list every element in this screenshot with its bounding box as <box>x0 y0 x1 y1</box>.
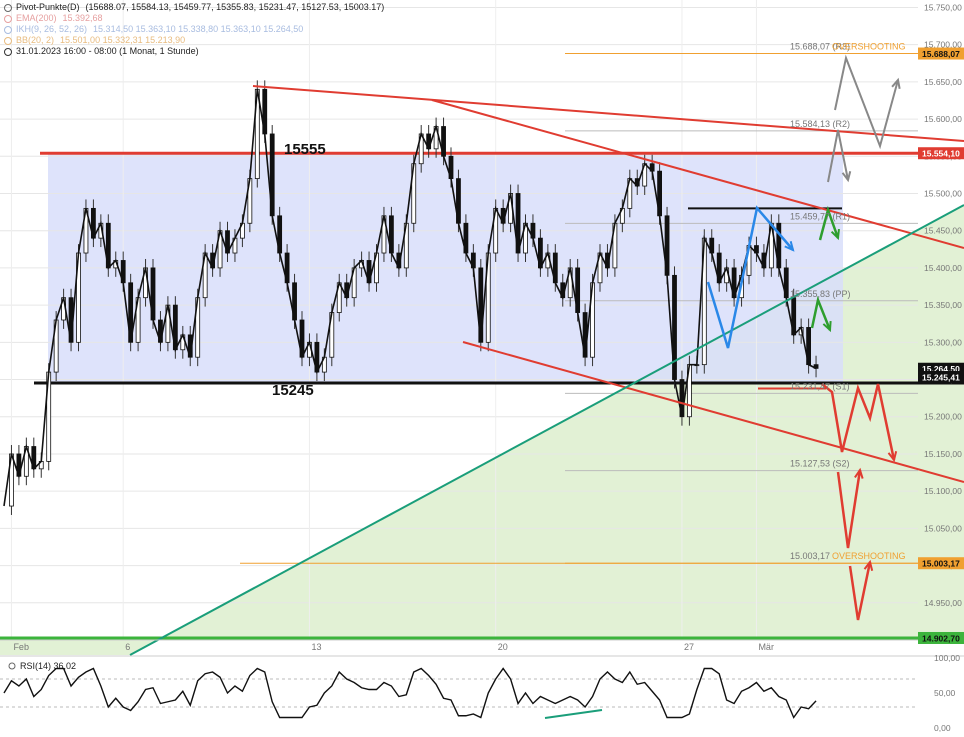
overshooting-label-s3: OVERSHOOTING <box>832 551 906 561</box>
y-tick-label: 15.750,00 <box>924 2 962 12</box>
x-tick-label: Feb <box>13 642 29 652</box>
legend-period-text: 31.01.2023 16:00 - 08:00 (1 Monat, 1 Stu… <box>16 46 199 56</box>
red-arrow-middle <box>836 469 862 549</box>
legend-pivot-values: (15688.07, 15584.13, 15459.77, 15355.83,… <box>85 2 385 12</box>
upper-trendline <box>252 85 964 142</box>
red-arrow-middle-head <box>854 467 864 479</box>
x-tick-label: 20 <box>498 642 508 652</box>
y-tick-label: 15.350,00 <box>924 300 962 310</box>
y-tick-label: 15.300,00 <box>924 337 962 347</box>
legend-ema-label: EMA(200) <box>16 13 57 23</box>
legend-pivot-label: Pivot-Punkte(D) <box>16 2 80 12</box>
pivot-label-s3: 15.003,17 <box>790 551 830 561</box>
legend-dot-icon <box>4 14 12 23</box>
legend-ema-values: 15.392,68 <box>62 13 103 23</box>
descending-trendline <box>431 99 964 249</box>
legend-dot-icon <box>4 36 12 45</box>
legend-dot-icon <box>4 25 12 34</box>
legend-dot-icon <box>4 3 12 12</box>
axis-tag-last: 15.264,50 <box>922 364 960 374</box>
y-tick-label: 15.500,00 <box>924 188 962 198</box>
axis-tag-support-bg <box>918 370 964 383</box>
uptrend-area <box>0 205 964 655</box>
legend-bb-label: BB(20, 2) <box>16 35 55 45</box>
y-tick-label: 15.450,00 <box>924 226 962 236</box>
axis-tag-s3: 15.003,17 <box>922 559 960 569</box>
y-tick-label: 15.400,00 <box>924 263 962 273</box>
price-line <box>3 89 817 507</box>
y-tick-label: 14.950,00 <box>924 598 962 608</box>
pivot-label-s1: 15.231,47 (S1) <box>790 381 850 391</box>
red-arrow-lower-head <box>863 559 874 571</box>
rsi-tick-label: 50,00 <box>934 688 956 698</box>
rsi-tick-label: 0,00 <box>934 723 951 732</box>
blue-pattern-arrow <box>706 205 794 349</box>
rsi-label: RSI(14) 36,02 <box>20 661 76 671</box>
x-tick-label: 27 <box>684 642 694 652</box>
rsi-tick-label: 100,00 <box>934 653 960 663</box>
green-arrow-upper-head <box>830 228 840 241</box>
legend-ikh-values: 15.314,50 15.363,10 15.338,80 15.363,10 … <box>93 24 304 34</box>
axis-tag-r3: 15.688,07 <box>922 49 960 59</box>
y-tick-label: 15.650,00 <box>924 77 962 87</box>
pivot-label-r3: 15.688,07 (R3) <box>790 42 850 52</box>
rsi-line <box>3 667 817 719</box>
axis-tag-r3-bg <box>918 47 964 60</box>
pivot-label-r2: 15.584,13 (R2) <box>790 119 850 129</box>
axis-tag-support: 15.245,41 <box>922 372 960 382</box>
legend-bb-values: 15.501,00 15.332,31 15.213,90 <box>60 35 186 45</box>
y-tick-label: 15.050,00 <box>924 523 962 533</box>
blue-pattern-arrow-head <box>784 241 795 252</box>
legend-pivot[interactable]: Pivot-Punkte(D) (15688.07, 15584.13, 154… <box>4 2 384 13</box>
y-tick-label: 15.100,00 <box>924 486 962 496</box>
green-arrow-lower <box>810 295 832 331</box>
overshooting-label-r3: OVERSHOOTING <box>832 42 906 52</box>
red-arrow-lower <box>848 561 872 621</box>
red-arrow-upper <box>821 383 896 461</box>
green-arrow-upper <box>818 205 840 241</box>
x-tick-label: Mär <box>758 642 774 652</box>
resistance-label: 15555 <box>284 141 326 158</box>
gray-arrow-lower-head <box>841 171 852 183</box>
legend-ikh[interactable]: IKH(9, 26, 52, 26) 15.314,50 15.363,10 1… <box>4 24 384 35</box>
pivot-label-s2: 15.127,53 (S2) <box>790 459 850 469</box>
gray-arrow-upper-head <box>891 77 901 90</box>
legend-ema[interactable]: EMA(200) 15.392,68 <box>4 13 384 24</box>
y-tick-label: 15.700,00 <box>924 40 962 50</box>
ascending-trendline <box>129 204 964 656</box>
axis-tag-low-support: 14.902,70 <box>922 633 960 643</box>
gray-arrow-lower <box>827 129 849 183</box>
indicator-legend: Pivot-Punkte(D) (15688.07, 15584.13, 154… <box>4 2 384 57</box>
axis-tag-resistance-bg <box>918 147 964 160</box>
y-tick-label: 15.150,00 <box>924 449 962 459</box>
green-arrow-lower-head <box>822 320 832 333</box>
legend-ikh-label: IKH(9, 26, 52, 26) <box>16 24 88 34</box>
lower-trendline <box>462 341 964 483</box>
legend-bb[interactable]: BB(20, 2) 15.501,00 15.332,31 15.213,90 <box>4 35 384 46</box>
rsi-divergence-line <box>544 709 603 719</box>
axis-tag-resistance: 15.554,10 <box>922 149 960 159</box>
support-label: 15245 <box>272 382 314 399</box>
rsi-dot-icon <box>8 662 16 670</box>
axis-tag-s3-bg <box>918 557 964 570</box>
red-arrow-upper-head <box>887 451 898 463</box>
pivot-label-r1: 15.459,77 (R1) <box>790 211 850 221</box>
gray-arrow-upper <box>834 54 899 150</box>
y-tick-label: 15.200,00 <box>924 412 962 422</box>
y-tick-label: 15.600,00 <box>924 114 962 124</box>
legend-period: 31.01.2023 16:00 - 08:00 (1 Monat, 1 Stu… <box>4 46 384 57</box>
x-tick-label: 6 <box>125 642 130 652</box>
pivot-label-pp: 15.355,83 (PP) <box>790 289 851 299</box>
x-tick-label: 13 <box>311 642 321 652</box>
clock-icon <box>4 47 12 56</box>
axis-tag-low-support-bg <box>918 631 964 644</box>
